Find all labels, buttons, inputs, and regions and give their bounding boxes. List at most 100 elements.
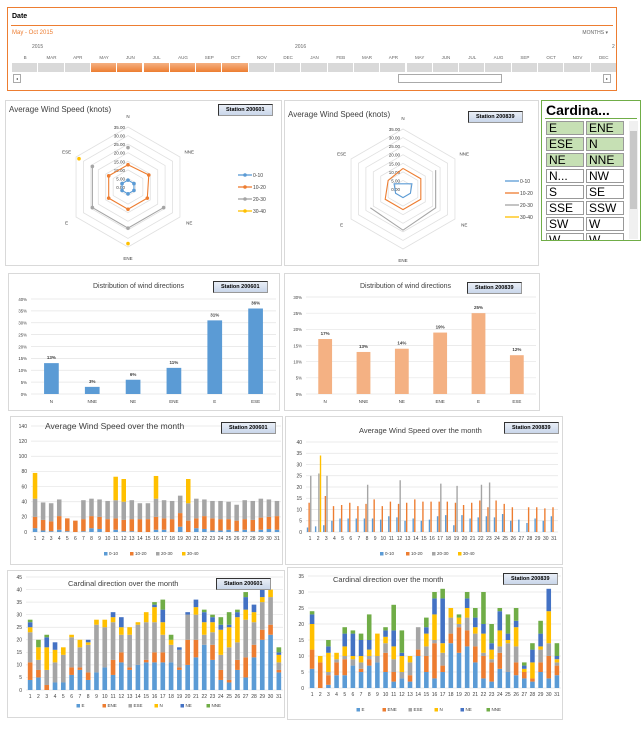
month-bar-dec[interactable] (275, 63, 301, 72)
month-bar-apr[interactable] (380, 63, 406, 72)
bar-e (471, 313, 486, 394)
slicer-scrollbar-thumb[interactable] (630, 131, 637, 209)
station-button[interactable]: Station 200601 (216, 578, 271, 590)
x-tick-label: 22 (201, 694, 207, 700)
station-button[interactable]: Station 200839 (504, 422, 559, 434)
month-bar-jun[interactable] (117, 63, 143, 72)
slicer-item[interactable]: SSW (586, 201, 624, 215)
slicer-item[interactable]: S (546, 185, 584, 199)
slicer-item[interactable]: N (586, 137, 624, 151)
slicer-item[interactable]: SE (586, 185, 624, 199)
legend-label: 0-10 (520, 179, 530, 185)
radar-point (90, 205, 95, 210)
scroll-right-button[interactable]: ▸ (603, 74, 611, 83)
timeline-level-dropdown[interactable]: MONTHS ▾ (582, 30, 608, 36)
bar-segment-0-10 (202, 528, 207, 532)
slicer-item[interactable]: SW (546, 217, 584, 231)
bar-segment-ne (366, 640, 372, 650)
bar-segment-n (160, 622, 166, 635)
month-bar-mar[interactable] (38, 63, 64, 72)
month-bar-jul[interactable] (143, 63, 169, 72)
bar-segment-e (350, 665, 356, 688)
month-bar-may[interactable] (406, 63, 432, 72)
y-tick-label: 5 (301, 670, 304, 676)
bar-segment-ene (366, 659, 372, 666)
bar-segment-ene (85, 672, 91, 680)
legend-label: 10-20 (411, 551, 423, 556)
radar-tick-label: 20.00 (114, 151, 126, 156)
bar-segment-n (110, 617, 116, 623)
slicer-item[interactable]: NNE (586, 153, 624, 167)
bar-segment-e (268, 634, 273, 690)
radar-axis-label-ne: NE (186, 220, 192, 225)
slicer-item[interactable]: ESE (546, 137, 584, 151)
station-button[interactable]: Station 200839 (468, 111, 523, 123)
y-tick-label: 5% (296, 376, 302, 381)
bar-segment-nne (497, 608, 503, 612)
month-bar-feb[interactable] (327, 63, 353, 72)
slicer-item[interactable]: NE (546, 153, 584, 167)
x-tick-label: 28 (527, 536, 533, 542)
station-button[interactable]: Station 200601 (221, 422, 276, 434)
x-tick-label: 6 (349, 536, 352, 542)
bar-segment-ene (497, 652, 503, 669)
month-bar-aug[interactable] (485, 63, 511, 72)
month-bar-nov[interactable] (564, 63, 590, 72)
bar-segment-10-20 (186, 520, 191, 532)
month-bar-jul[interactable] (459, 63, 485, 72)
month-bar-dec[interactable] (590, 63, 616, 72)
x-tick-label: 21 (193, 694, 199, 700)
slicer-item[interactable]: N... (546, 169, 584, 183)
bar-segment-ene (69, 667, 74, 675)
month-bar-may[interactable] (90, 63, 117, 72)
month-bar-jan[interactable] (301, 63, 327, 72)
bar-segment-e (276, 672, 282, 690)
scroll-left-button[interactable]: ◂ (13, 74, 21, 83)
y-tick-label: 30 (16, 612, 22, 618)
bar-segment-ese (210, 632, 215, 645)
bar-segment-10-20 (202, 516, 207, 529)
slicer-item[interactable]: W (586, 217, 624, 231)
month-bar-b[interactable] (12, 63, 38, 72)
station-button[interactable]: Station 200839 (467, 282, 522, 294)
cardinal-direction-slicer[interactable]: Cardina... E ENE ESE N NE NNE N... NW S SE SSE SSW S… (541, 100, 641, 241)
legend-swatch (76, 704, 80, 708)
x-tick-label: 21 (473, 692, 479, 698)
slicer-item[interactable]: W... (586, 233, 624, 240)
x-tick-label: 4 (333, 536, 336, 542)
data-label: 36% (251, 301, 260, 306)
bar-segment-0-10 (153, 529, 159, 532)
bar-segment-ene (342, 659, 348, 676)
month-bar-oct[interactable] (222, 63, 248, 72)
radar-chart-station-200601: 0.00 5.00 10.00 15.00 20.00 25.00 30.00 35.00 N N… (5, 100, 282, 266)
month-bar-sep[interactable] (196, 63, 222, 72)
month-bar-sep[interactable] (511, 63, 537, 72)
month-bar-apr[interactable] (64, 63, 90, 72)
month-bar-jun[interactable] (432, 63, 459, 72)
legend-label: 30-40 (520, 215, 533, 221)
radar-axis-label-nne: NNE (185, 150, 195, 155)
month-bar-nov[interactable] (248, 63, 274, 72)
station-button[interactable]: Station 200601 (213, 281, 268, 293)
bar-segment-nne (218, 617, 224, 625)
cardinal-chart-station-200601: 0 5 10 15 20 25 30 35 40 45 1 2 3 4 5 6 7 8 9 10 11 12 13 14 15 1… (7, 570, 285, 718)
slicer-item[interactable]: SSE (546, 201, 584, 215)
bar-segment-n (44, 647, 50, 670)
station-button[interactable]: Station 200601 (218, 104, 273, 116)
chevron-down-icon: ▾ (605, 30, 608, 36)
bar-segment-20-30 (40, 502, 46, 520)
data-label: 25% (474, 305, 483, 310)
month-bar-mar[interactable] (353, 63, 380, 72)
slicer-item[interactable]: ENE (586, 121, 624, 135)
month-bar-aug[interactable] (169, 63, 196, 72)
timeline-scrollbar-thumb[interactable] (398, 74, 502, 83)
date-timeline-slicer[interactable]: Date May - Oct 2015 MONTHS ▾ 2015 2016 2… (7, 7, 617, 91)
slicer-item[interactable]: NW (586, 169, 624, 183)
bar-segment-nne (366, 614, 372, 640)
station-button[interactable]: Station 200839 (503, 573, 558, 585)
bar-segment-ne (193, 599, 199, 608)
slicer-item[interactable]: E (546, 121, 584, 135)
bar-segment-e (60, 682, 66, 690)
month-bar-oct[interactable] (538, 63, 564, 72)
slicer-item[interactable]: W... (546, 233, 584, 240)
